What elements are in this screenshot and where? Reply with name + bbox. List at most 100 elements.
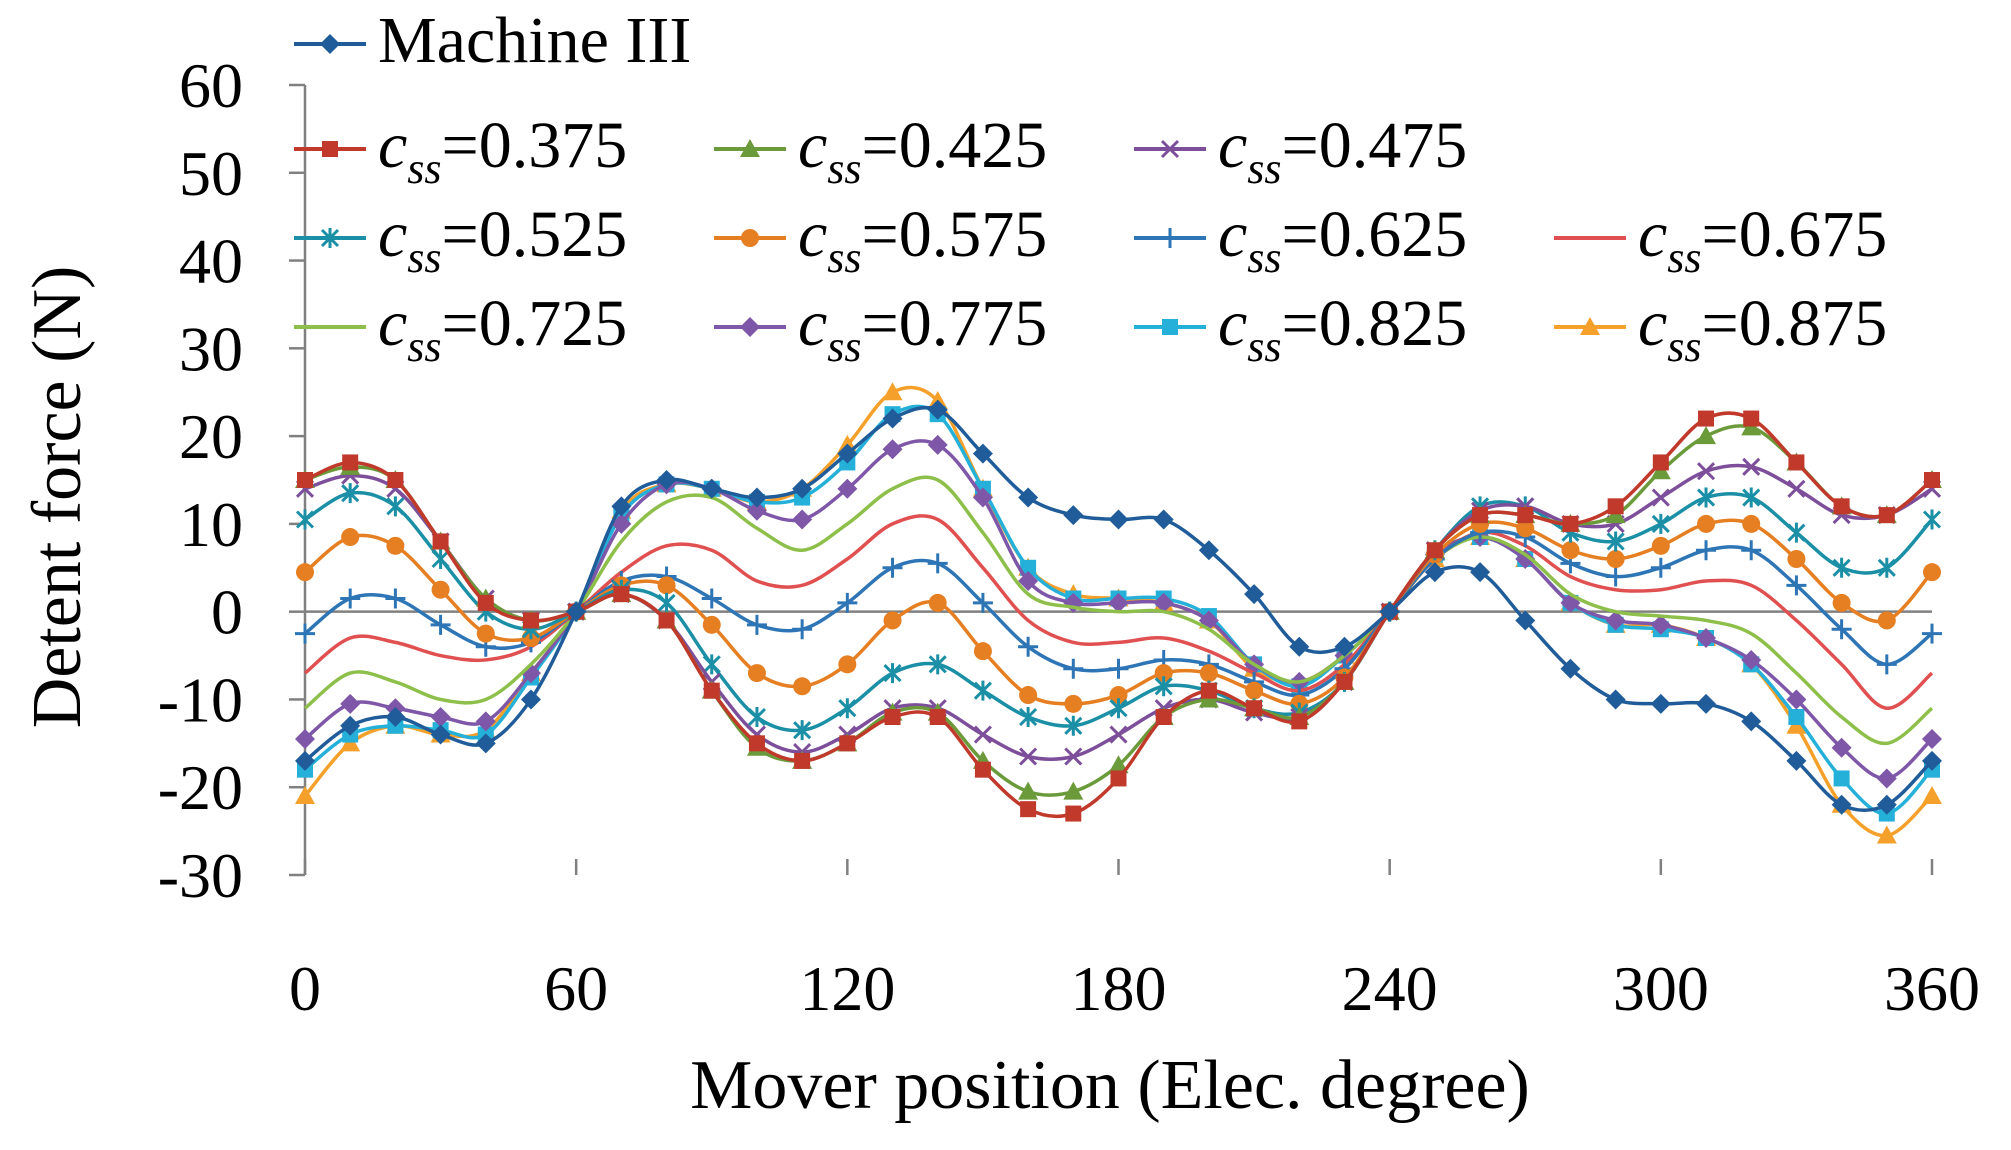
- data-point: [748, 735, 765, 752]
- data-point: [1922, 728, 1942, 749]
- legend-c: c: [1218, 198, 1247, 271]
- data-point: [341, 528, 360, 547]
- data-point: [385, 588, 406, 609]
- data-point: [974, 761, 991, 778]
- y-tick-label: -20: [158, 752, 243, 823]
- y-tick-label: -30: [158, 840, 243, 911]
- data-point: [476, 624, 495, 643]
- legend-entry: css=0.725: [294, 287, 627, 371]
- data-point: [1924, 472, 1940, 488]
- legend-marker: [322, 141, 338, 157]
- data-point: [1108, 509, 1129, 530]
- data-point: [838, 655, 857, 674]
- data-point: [1832, 593, 1851, 612]
- legend-label: Machine III: [378, 4, 691, 77]
- data-point: [386, 496, 405, 517]
- data-point: [477, 594, 494, 611]
- data-point: [928, 654, 947, 675]
- data-point: [1200, 682, 1217, 699]
- data-point: [973, 725, 992, 744]
- legend-subscript: ss: [827, 144, 861, 193]
- data-point: [1652, 454, 1669, 471]
- data-point: [1786, 575, 1807, 596]
- data-point: [657, 576, 676, 595]
- y-tick-label: 50: [179, 138, 243, 209]
- data-point: [1605, 566, 1626, 587]
- data-point: [1064, 747, 1083, 766]
- legend-subscript: ss: [1667, 322, 1701, 371]
- data-point: [1696, 628, 1717, 648]
- data-point: [340, 588, 361, 609]
- legend-marker: [741, 229, 759, 247]
- data-point: [1743, 410, 1760, 427]
- data-point: [520, 689, 541, 710]
- data-point: [1562, 515, 1579, 532]
- data-point: [295, 786, 315, 804]
- data-point: [1019, 747, 1038, 766]
- legend-c: c: [798, 287, 827, 360]
- legend-c: c: [1218, 109, 1247, 182]
- data-point: [1696, 693, 1717, 714]
- data-point: [1788, 454, 1805, 471]
- data-point: [747, 664, 766, 683]
- data-point: [295, 750, 315, 771]
- data-point: [387, 472, 404, 488]
- data-point: [1334, 636, 1355, 657]
- data-point: [430, 614, 451, 635]
- data-point: [475, 711, 496, 732]
- data-point: [837, 443, 858, 464]
- data-point: [703, 682, 720, 699]
- data-point: [1561, 541, 1580, 560]
- data-point: [611, 496, 632, 517]
- legend-entry: css=0.625: [1134, 198, 1467, 282]
- data-point: [837, 478, 858, 499]
- data-point: [884, 709, 901, 725]
- data-point: [430, 724, 451, 745]
- data-point: [701, 588, 722, 609]
- data-point: [386, 536, 405, 555]
- data-point: [431, 549, 450, 569]
- data-point: [972, 592, 993, 613]
- data-point: [1833, 770, 1850, 787]
- data-point: [340, 715, 361, 736]
- legend-subscript: ss: [407, 144, 441, 193]
- data-point: [1878, 507, 1895, 524]
- data-point: [1787, 479, 1806, 498]
- data-point: [1426, 542, 1443, 559]
- data-point: [1516, 519, 1535, 538]
- legend-label: css=0.575: [798, 198, 1047, 282]
- legend-label: css=0.625: [1218, 198, 1467, 282]
- data-point: [1696, 487, 1716, 508]
- legend-marker: [320, 34, 340, 54]
- y-tick-label: 10: [179, 489, 243, 560]
- data-point: [1650, 557, 1671, 578]
- data-point: [701, 478, 722, 499]
- legend-label: css=0.875: [1638, 287, 1887, 371]
- y-tick-label: 30: [179, 313, 243, 384]
- data-point: [1833, 498, 1850, 515]
- data-point: [1289, 636, 1310, 657]
- legend-subscript: ss: [407, 233, 441, 282]
- legend-c: c: [378, 287, 407, 360]
- data-point: [929, 709, 946, 725]
- data-point: [1155, 709, 1172, 725]
- data-point: [1606, 550, 1625, 568]
- legend-label: css=0.775: [798, 287, 1047, 371]
- data-point: [1109, 698, 1128, 719]
- data-point: [342, 454, 359, 471]
- data-point: [1019, 707, 1038, 727]
- data-point: [1515, 549, 1536, 569]
- data-point: [1018, 781, 1039, 800]
- data-point: [1379, 601, 1400, 622]
- data-point: [566, 601, 587, 622]
- legend-marker: [1160, 228, 1180, 248]
- data-point: [883, 611, 902, 630]
- legend-label: css=0.525: [378, 198, 627, 282]
- data-point: [1650, 614, 1671, 635]
- data-point: [1020, 801, 1037, 818]
- data-point: [430, 707, 451, 727]
- legend-entry: css=0.675: [1554, 198, 1887, 282]
- legend-value: =0.875: [1702, 287, 1888, 360]
- data-point: [1472, 507, 1489, 524]
- legend-c: c: [798, 109, 827, 182]
